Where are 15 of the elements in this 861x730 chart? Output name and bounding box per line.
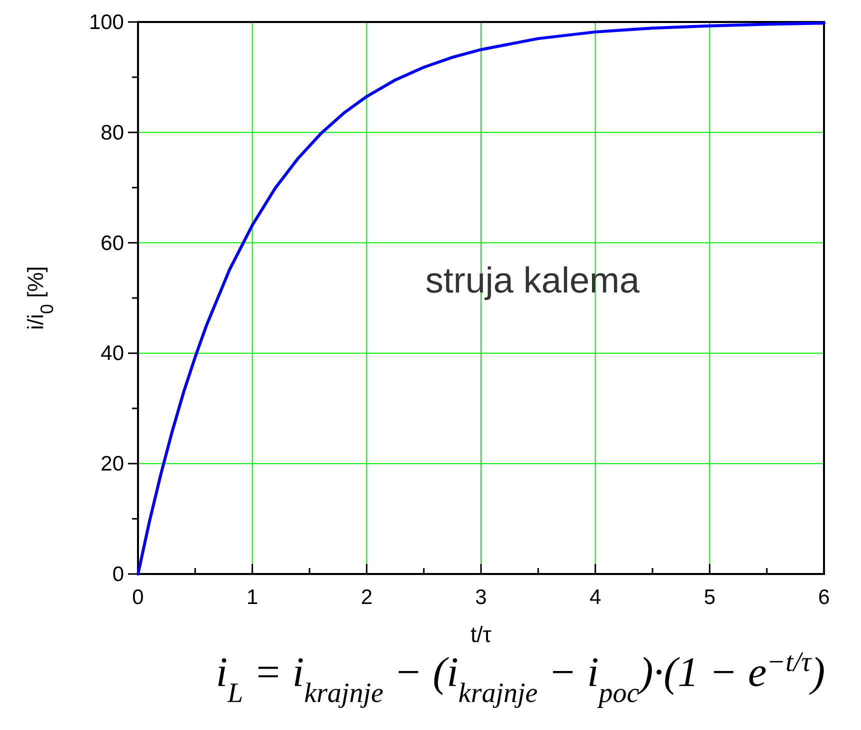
y-tick-label: 60 bbox=[100, 232, 124, 255]
x-axis-title: t/τ bbox=[470, 622, 492, 647]
x-tick-label: 4 bbox=[589, 586, 602, 609]
x-tick-label: 3 bbox=[475, 586, 487, 609]
text: i$_{L}$ = i$_{krajnje}$ − (i$_{krajnje}$ − i$_{poc}$)·(1 − e$^{−t/τ}$) bbox=[216, 646, 826, 708]
x-tick-label: 5 bbox=[704, 586, 716, 609]
y-tick-label: 0 bbox=[112, 563, 124, 586]
y-tick-label: 20 bbox=[100, 452, 124, 476]
y-tick-label: 80 bbox=[100, 121, 124, 144]
x-tick-label: 1 bbox=[246, 586, 258, 609]
y-tick-label: 100 bbox=[88, 11, 124, 34]
x-tick-label: 2 bbox=[360, 586, 373, 609]
x-tick-label: 6 bbox=[818, 586, 830, 609]
y-tick-label: 40 bbox=[100, 342, 124, 366]
x-tick-label: 0 bbox=[132, 586, 144, 609]
